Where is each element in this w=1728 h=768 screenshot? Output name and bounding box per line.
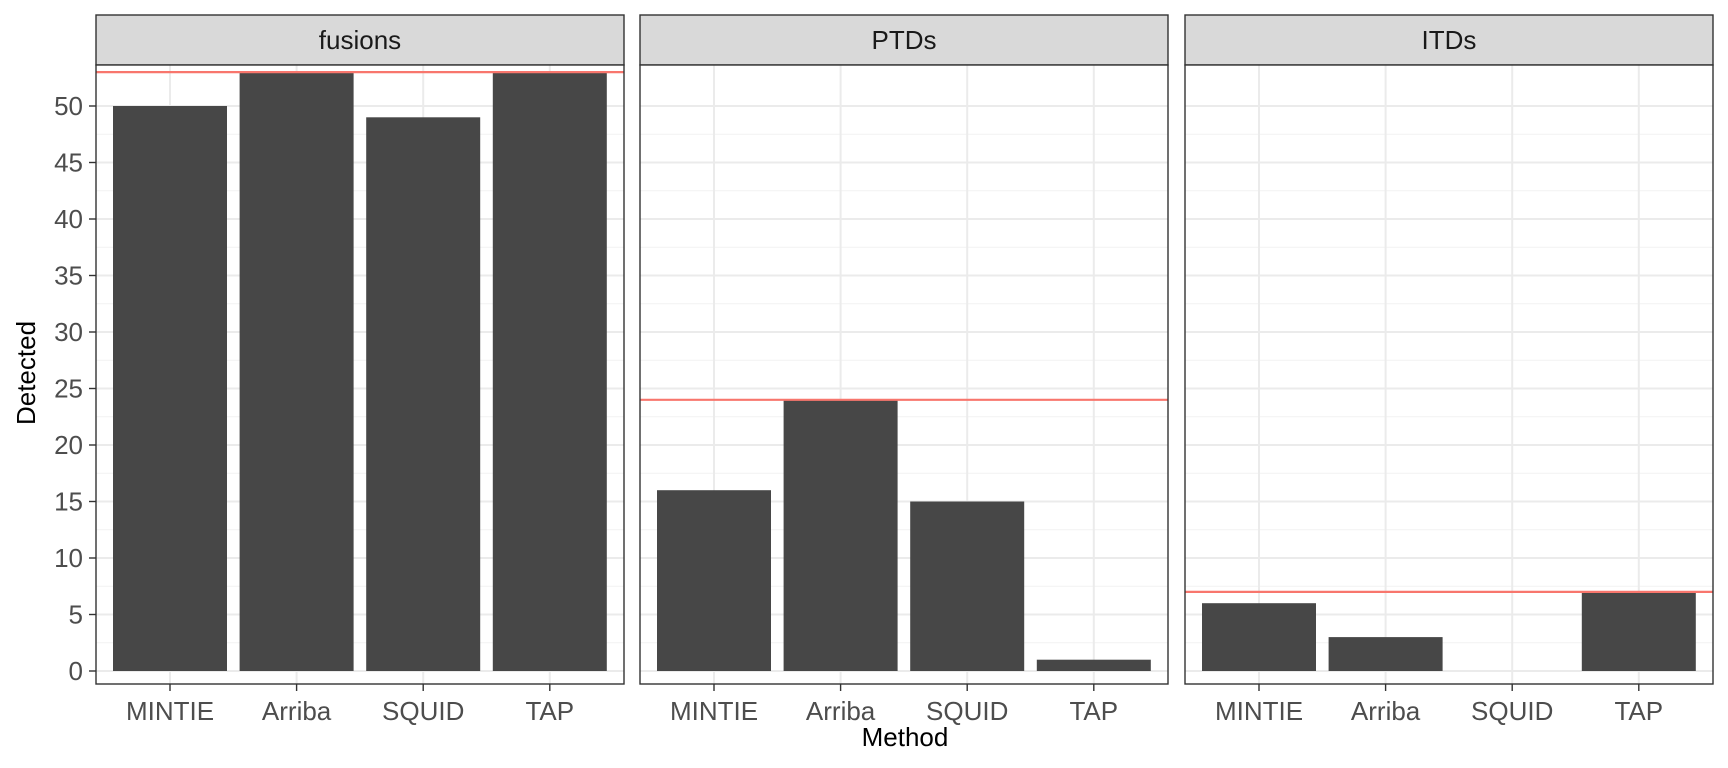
y-tick-label: 15 — [54, 487, 83, 517]
y-axis-title: Detected — [11, 321, 41, 425]
bar-fusions-SQUID — [366, 117, 481, 672]
panel-ITDs: ITDs MINTIE Arriba SQUID TAP — [1184, 14, 1714, 726]
y-axis: 0 5 10 15 20 25 30 35 40 45 50 — [54, 91, 96, 686]
facet-strip-label: PTDs — [872, 25, 937, 55]
x-tick-label: SQUID — [1471, 696, 1553, 726]
x-tick-label: MINTIE — [1215, 696, 1303, 726]
facet-strip — [639, 14, 1169, 66]
bar-fusions-Arriba — [239, 72, 354, 672]
x-tick-label: Arriba — [262, 696, 332, 726]
x-tick-label: SQUID — [382, 696, 464, 726]
panel-border — [1184, 64, 1714, 685]
bar-PTDs-SQUID — [910, 501, 1025, 671]
bar-ITDs-MINTIE — [1202, 603, 1316, 671]
x-tick-label: Arriba — [1351, 696, 1421, 726]
x-tick-label: Arriba — [806, 696, 876, 726]
x-axis-title: Method — [862, 722, 949, 752]
bar-ITDs-Arriba — [1328, 637, 1443, 671]
y-tick-label: 30 — [54, 317, 83, 347]
y-tick-label: 20 — [54, 430, 83, 460]
facet-strip — [95, 14, 625, 66]
bar-PTDs-MINTIE — [657, 490, 771, 671]
panel-fusions: fusions MINTIE Arriba SQUID TAP — [95, 14, 625, 726]
bar-PTDs-TAP — [1036, 659, 1151, 671]
panel-border — [95, 64, 625, 685]
x-tick-label: MINTIE — [670, 696, 758, 726]
x-tick-label: TAP — [525, 696, 574, 726]
panel-PTDs: PTDs MINTIE Arriba SQUID TAP — [639, 14, 1169, 726]
x-tick-label: TAP — [1614, 696, 1663, 726]
y-tick-label: 35 — [54, 261, 83, 291]
y-tick-label: 45 — [54, 148, 83, 178]
y-tick-label: 5 — [69, 600, 83, 630]
panel-background — [1185, 65, 1713, 684]
bar-ITDs-TAP — [1581, 591, 1696, 671]
y-tick-label: 40 — [54, 204, 83, 234]
x-tick-label: MINTIE — [126, 696, 214, 726]
bar-PTDs-Arriba — [783, 399, 898, 671]
y-tick-label: 10 — [54, 543, 83, 573]
y-tick-label: 50 — [54, 91, 83, 121]
panel-border — [639, 64, 1169, 685]
x-tick-label: TAP — [1069, 696, 1118, 726]
facet-strip-label: ITDs — [1422, 25, 1477, 55]
bar-fusions-MINTIE — [113, 106, 227, 671]
panels-layer: fusions MINTIE Arriba SQUID TAP PTDs MINTIE Arr… — [95, 14, 1714, 726]
y-tick-label: 25 — [54, 374, 83, 404]
facet-strip-label: fusions — [319, 25, 401, 55]
x-tick-label: SQUID — [926, 696, 1008, 726]
y-tick-label: 0 — [69, 656, 83, 686]
bar-fusions-TAP — [492, 72, 607, 672]
